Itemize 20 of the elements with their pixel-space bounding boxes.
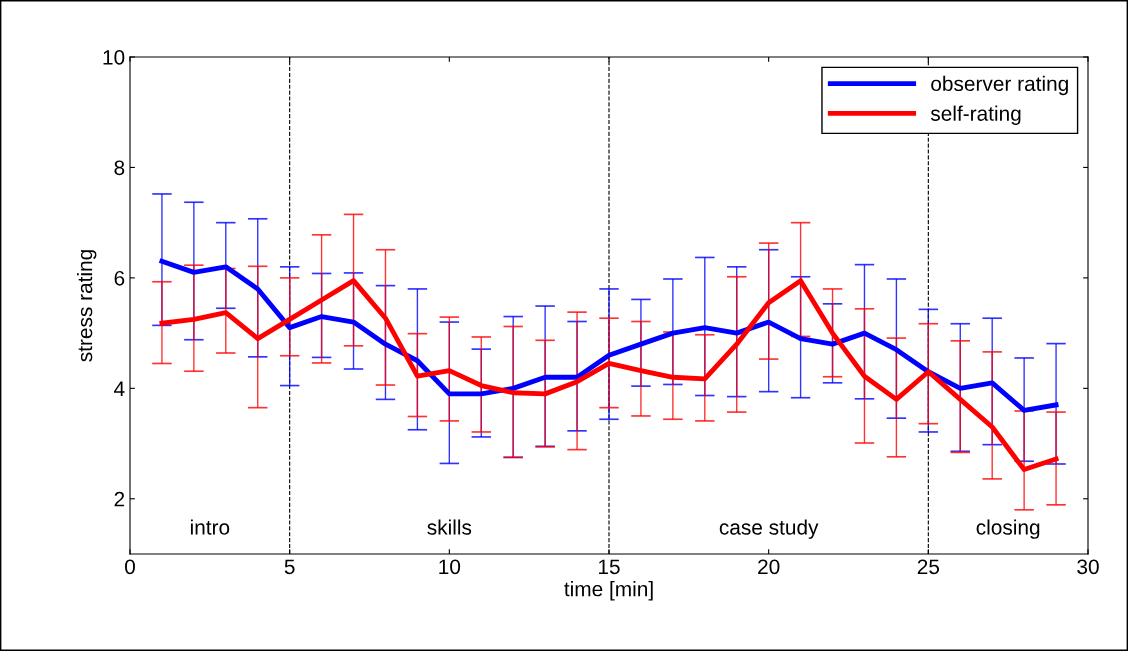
y-tick-label: 4 [114,381,125,396]
x-tick-label: 25 [917,559,940,575]
x-tick-label: 10 [439,559,461,575]
x-tick-label: 30 [1077,559,1099,575]
x-tick-label: 20 [758,559,780,575]
y-tick-label: 8 [114,160,125,176]
annotation: closing [976,519,1040,539]
legend-label: observer rating [931,75,1068,96]
x-tick-label: 5 [284,559,295,575]
x-axis-title: time [min] [564,581,653,601]
annotation: case study [719,519,819,539]
y-tick-label: 6 [114,270,125,286]
y-tick-label: 2 [114,491,125,507]
y-axis-title: stress rating [76,250,97,362]
x-tick-label: 0 [125,559,135,575]
y-tick-label: 10 [103,50,125,65]
legend-label: self-rating [930,105,1021,126]
annotation: intro [190,519,230,535]
annotation: skills [427,519,472,535]
x-tick-label: 15 [599,559,620,575]
